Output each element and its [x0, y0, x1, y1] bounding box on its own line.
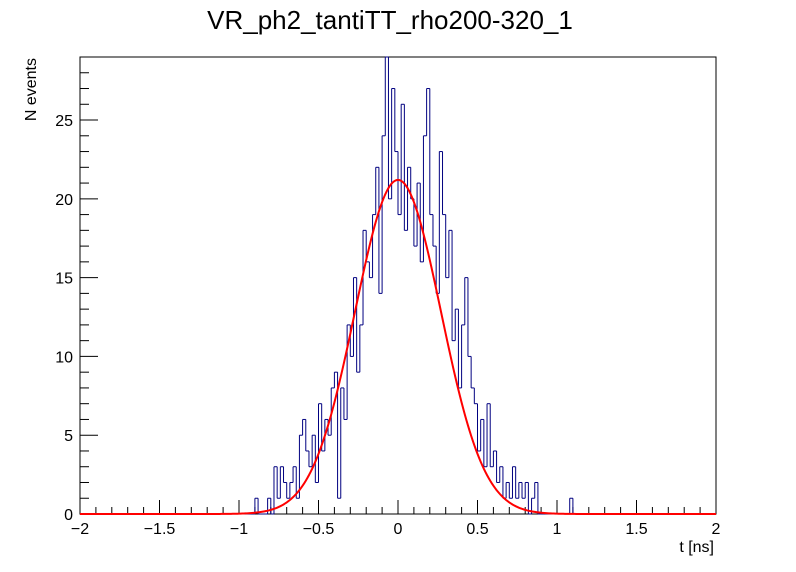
y-tick-label: 15	[55, 271, 73, 288]
x-tick-label: 0.5	[466, 521, 488, 538]
x-tick-label: −2	[71, 521, 89, 538]
plot-frame	[79, 56, 717, 515]
y-tick-label: 25	[55, 113, 73, 130]
gaussian-fit-curve	[80, 178, 716, 515]
y-axis: 0 5 10 15 20 25	[55, 56, 98, 524]
y-tick-label: 20	[55, 192, 73, 209]
y-tick-label: 10	[55, 349, 73, 366]
x-tick-label: 1	[553, 521, 562, 538]
chart-title: VR_ph2_tantiTT_rho200-320_1	[207, 5, 573, 35]
x-axis-label: t [ns]	[679, 539, 714, 556]
histogram-series	[80, 56, 716, 515]
x-tick-label: 2	[712, 521, 721, 538]
y-axis-label: N events	[23, 58, 40, 121]
y-tick-label: 0	[64, 507, 73, 524]
y-tick-label: 5	[64, 428, 73, 445]
x-tick-label: 1.5	[625, 521, 647, 538]
x-axis: −2 −1.5 −1 −0.5 0 0.5 1 1.5 2	[71, 500, 721, 538]
x-tick-label: −1.5	[144, 521, 176, 538]
x-tick-label: 0	[394, 521, 403, 538]
x-tick-label: −1	[230, 521, 248, 538]
x-tick-label: −0.5	[303, 521, 335, 538]
fit-series	[80, 178, 716, 515]
